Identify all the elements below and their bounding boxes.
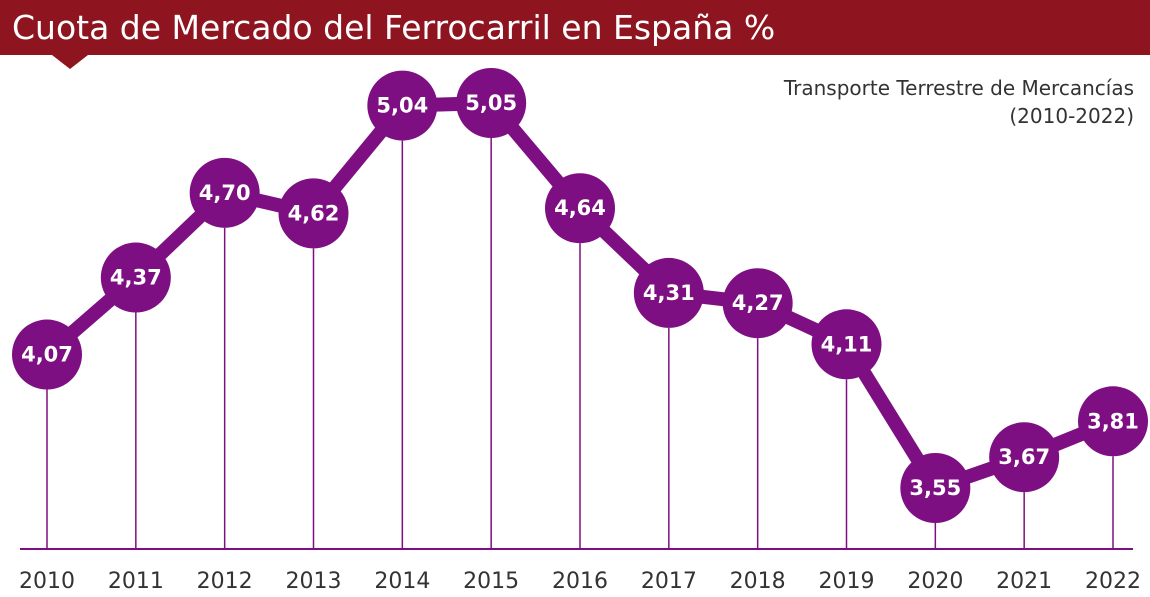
x-tick-label-2018: 2018 (730, 569, 786, 594)
x-tick-label-2022: 2022 (1085, 569, 1141, 594)
data-point-2020 (900, 453, 971, 523)
x-tick-label-2015: 2015 (463, 569, 519, 594)
data-point-2011 (100, 242, 171, 313)
x-tick-label-2019: 2019 (819, 569, 875, 594)
subtitle-line-1: Transporte Terrestre de Mercancías (783, 76, 1134, 100)
x-tick-label-2014: 2014 (374, 569, 430, 594)
subtitle-line-2: (2010-2022) (1009, 104, 1134, 128)
data-point-2015 (456, 68, 527, 138)
data-point-2022 (1078, 386, 1148, 457)
data-point-2021 (989, 422, 1060, 493)
data-label-2011: 4,37 (110, 266, 162, 290)
x-tick-label-2010: 2010 (19, 569, 75, 594)
data-label-2022: 3,81 (1087, 409, 1139, 433)
data-point-2012 (189, 157, 260, 228)
x-tick-label-2021: 2021 (996, 569, 1052, 594)
data-label-2021: 3,67 (998, 445, 1050, 469)
title-notch (52, 55, 88, 69)
data-point-2013 (278, 178, 349, 249)
chart-title: Cuota de Mercado del Ferrocarril en Espa… (12, 8, 776, 47)
title-bar: Cuota de Mercado del Ferrocarril en Espa… (0, 0, 1150, 55)
chart-subtitle: Transporte Terrestre de Mercancías (2010… (784, 74, 1134, 130)
x-tick-label-2011: 2011 (108, 569, 164, 594)
data-point-2016 (545, 173, 615, 244)
data-label-2015: 5,05 (465, 91, 517, 115)
x-tick-label-2020: 2020 (907, 569, 963, 594)
data-label-2019: 4,11 (821, 332, 873, 356)
data-label-2013: 4,62 (288, 201, 340, 225)
x-tick-label-2013: 2013 (286, 569, 342, 594)
data-label-2018: 4,27 (732, 291, 784, 315)
x-tick-label-2012: 2012 (197, 569, 253, 594)
data-markers: 4,07 4,37 4,70 4,62 5,04 5,05 4,64 4,31 4,27 4,11… (12, 68, 1148, 523)
x-tick-label-2017: 2017 (641, 569, 697, 594)
x-tick-label-2016: 2016 (552, 569, 608, 594)
stem-lines (46, 138, 1114, 549)
data-label-2012: 4,70 (199, 181, 251, 205)
data-point-2010 (12, 319, 82, 390)
data-label-2016: 4,64 (554, 196, 606, 220)
data-point-2017 (633, 257, 704, 328)
data-label-2017: 4,31 (643, 281, 695, 305)
data-point-2014 (367, 70, 438, 141)
x-axis-labels: 2010 2011 2012 2013 2014 2015 2016 2017 2018 2019… (19, 569, 1141, 594)
data-label-2020: 3,55 (909, 476, 961, 500)
data-label-2014: 5,04 (376, 94, 428, 118)
data-label-2010: 4,07 (21, 343, 73, 367)
data-point-2018 (722, 268, 793, 339)
data-point-2019 (811, 309, 882, 380)
